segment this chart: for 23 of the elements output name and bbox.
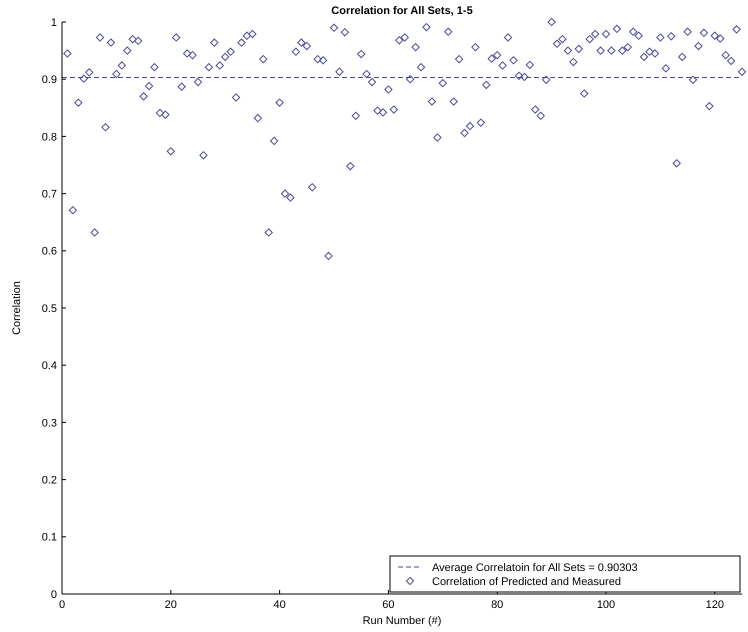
x-tick-label: 0 — [58, 599, 66, 611]
x-tick-label: 100 — [596, 599, 616, 611]
x-tick-label: 120 — [706, 599, 724, 611]
chart-title: Correlation for All Sets, 1-5 — [331, 5, 473, 17]
y-tick-label: 0.2 — [42, 474, 57, 486]
legend-label: Average Correlatoin for All Sets = 0.90303 — [432, 562, 638, 574]
y-tick-label: 0.1 — [42, 532, 57, 544]
y-tick-label: 1 — [50, 16, 57, 29]
x-tick-label: 40 — [273, 599, 286, 611]
y-tick-label: 0.3 — [42, 417, 57, 430]
x-axis-title: Run Number (#) — [362, 615, 442, 627]
y-tick-label: 0.8 — [42, 131, 57, 144]
y-tick-label: 0.6 — [42, 246, 57, 258]
y-tick-label: 0.4 — [42, 360, 57, 372]
x-tick-label: 60 — [382, 599, 395, 611]
x-tick-label: 20 — [164, 599, 177, 611]
y-tick-label: 0.5 — [42, 302, 57, 315]
y-tick-label: 0.7 — [42, 188, 57, 200]
x-tick-label: 80 — [491, 599, 504, 611]
y-axis-title: Correlation — [11, 281, 23, 335]
y-tick-label: 0.9 — [42, 74, 57, 86]
y-tick-label: 0 — [50, 588, 57, 601]
legend-label: Correlation of Predicted and Measured — [432, 576, 621, 588]
